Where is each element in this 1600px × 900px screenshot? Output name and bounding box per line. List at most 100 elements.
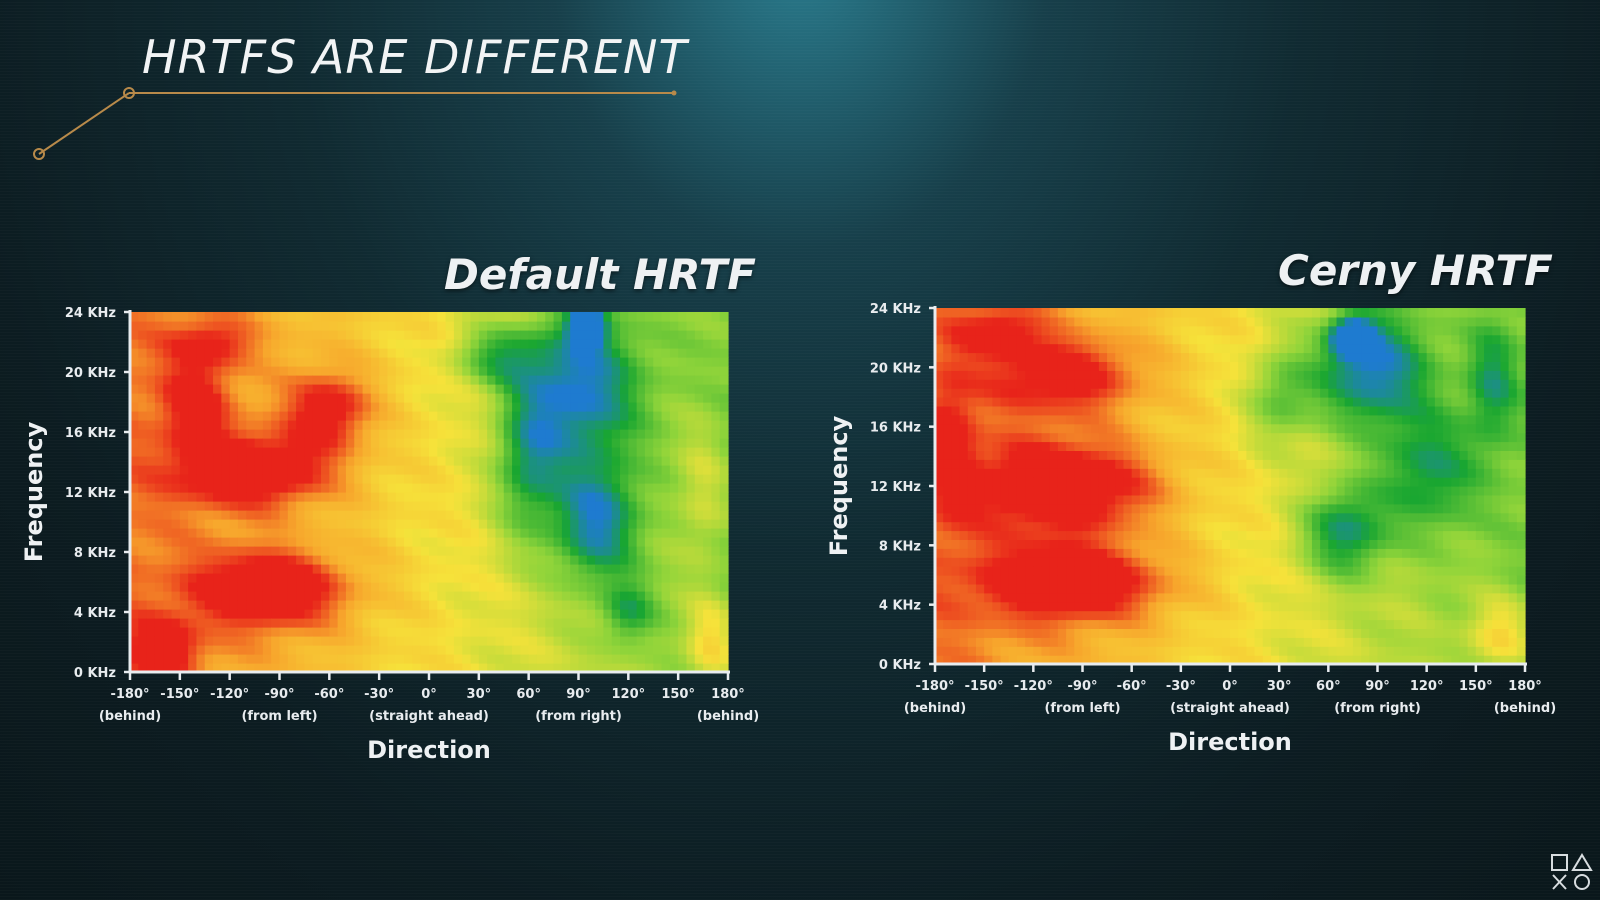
- heatmap-cell: [1328, 503, 1338, 514]
- heatmap-cell: [1057, 405, 1067, 416]
- heatmap-cell: [984, 405, 993, 416]
- heatmap-cell: [321, 348, 330, 358]
- heatmap-cell: [130, 483, 139, 493]
- heatmap-cell: [686, 384, 696, 394]
- heatmap-cell: [1279, 379, 1288, 389]
- heatmap-cell: [163, 627, 173, 637]
- heatmap-cell: [379, 609, 389, 619]
- heatmap-cell: [312, 447, 322, 457]
- heatmap-cell: [1139, 655, 1149, 665]
- heatmap-cell: [1139, 414, 1149, 425]
- heatmap-cell: [1115, 592, 1125, 603]
- heatmap-cell: [520, 321, 530, 331]
- heatmap-cell: [1295, 655, 1305, 665]
- heatmap-cell: [1336, 343, 1346, 354]
- heatmap-cell: [1049, 566, 1059, 576]
- heatmap-cell: [628, 366, 638, 376]
- heatmap-cell: [678, 384, 688, 394]
- heatmap-cell: [951, 423, 961, 434]
- heatmap-cell: [1057, 646, 1067, 656]
- heatmap-cell: [1033, 423, 1043, 434]
- heatmap-cell: [271, 555, 281, 565]
- heatmap-cell: [1221, 405, 1231, 416]
- heatmap-cell: [329, 528, 339, 538]
- heatmap-cell: [354, 384, 364, 394]
- heatmap-cell: [711, 357, 721, 367]
- heatmap-cell: [694, 492, 704, 502]
- heatmap-cell: [321, 654, 330, 664]
- heatmap-cell: [586, 591, 596, 601]
- heatmap-cell: [686, 366, 696, 376]
- heatmap-cell: [1090, 575, 1100, 585]
- heatmap-cell: [1311, 325, 1321, 336]
- heatmap-cell: [478, 429, 488, 439]
- heatmap-cell: [545, 627, 555, 637]
- heatmap-cell: [362, 591, 372, 601]
- heatmap-cell: [611, 348, 621, 358]
- heatmap-cell: [478, 357, 488, 367]
- heatmap-cell: [1303, 316, 1313, 327]
- heatmap-cell: [279, 510, 289, 520]
- heatmap-cell: [520, 564, 530, 574]
- heatmap-cell: [694, 366, 704, 376]
- heatmap-cell: [1287, 423, 1297, 434]
- heatmap-cell: [296, 645, 306, 655]
- heatmap-cell: [644, 402, 654, 412]
- heatmap-cell: [420, 645, 430, 655]
- heatmap-cell: [453, 555, 463, 565]
- heatmap-cell: [1287, 334, 1297, 345]
- heatmap-cell: [1238, 361, 1247, 371]
- heatmap-cell: [370, 510, 380, 520]
- heatmap-cell: [462, 438, 472, 448]
- heatmap-cell: [262, 555, 272, 565]
- heatmap-cell: [163, 483, 173, 493]
- heatmap-cell: [321, 537, 330, 547]
- heatmap-cell: [628, 393, 638, 403]
- heatmap-cell: [528, 528, 538, 538]
- heatmap-cell: [487, 654, 497, 664]
- heatmap-cell: [1008, 566, 1018, 576]
- heatmap-cell: [512, 654, 521, 664]
- heatmap-cell: [304, 384, 314, 394]
- heatmap-cell: [1016, 405, 1026, 416]
- heatmap-cell: [1148, 370, 1157, 380]
- heatmap-cell: [1295, 423, 1305, 434]
- heatmap-cell: [603, 429, 613, 439]
- heatmap-cell: [213, 438, 222, 448]
- heatmap-cell: [545, 573, 555, 583]
- heatmap-cell: [254, 555, 264, 565]
- heatmap-cell: [1221, 619, 1231, 629]
- heatmap-cell: [296, 573, 306, 583]
- heatmap-cell: [1123, 583, 1133, 594]
- heatmap-cell: [321, 438, 330, 448]
- heatmap-cell: [321, 366, 330, 376]
- heatmap-cell: [1295, 441, 1305, 451]
- heatmap-cell: [412, 600, 422, 610]
- heatmap-cell: [296, 546, 306, 556]
- heatmap-cell: [503, 456, 513, 466]
- heatmap-cell: [1041, 575, 1051, 585]
- heatmap-cell: [1148, 557, 1157, 567]
- heatmap-cell: [237, 420, 247, 430]
- heatmap-cell: [570, 591, 580, 601]
- heatmap-cell: [636, 321, 646, 331]
- heatmap-cell: [138, 438, 148, 448]
- heatmap-cell: [429, 411, 438, 421]
- heatmap-cell: [1336, 379, 1346, 389]
- heatmap-cell: [967, 610, 977, 621]
- heatmap-cell: [1139, 397, 1149, 407]
- heatmap-cell: [694, 510, 704, 520]
- heatmap-cell: [1131, 477, 1141, 487]
- heatmap-cell: [1131, 530, 1141, 540]
- heatmap-cell: [1049, 521, 1059, 532]
- heatmap-cell: [1131, 343, 1141, 354]
- heatmap-cell: [545, 375, 555, 385]
- heatmap-cell: [1148, 450, 1157, 460]
- heatmap-cell: [1254, 610, 1264, 621]
- heatmap-cell: [1156, 628, 1166, 638]
- heatmap-cell: [296, 456, 306, 466]
- heatmap-cell: [395, 357, 405, 367]
- heatmap-cell: [1049, 637, 1059, 647]
- heatmap-cell: [1148, 494, 1157, 505]
- heatmap-cell: [312, 582, 322, 592]
